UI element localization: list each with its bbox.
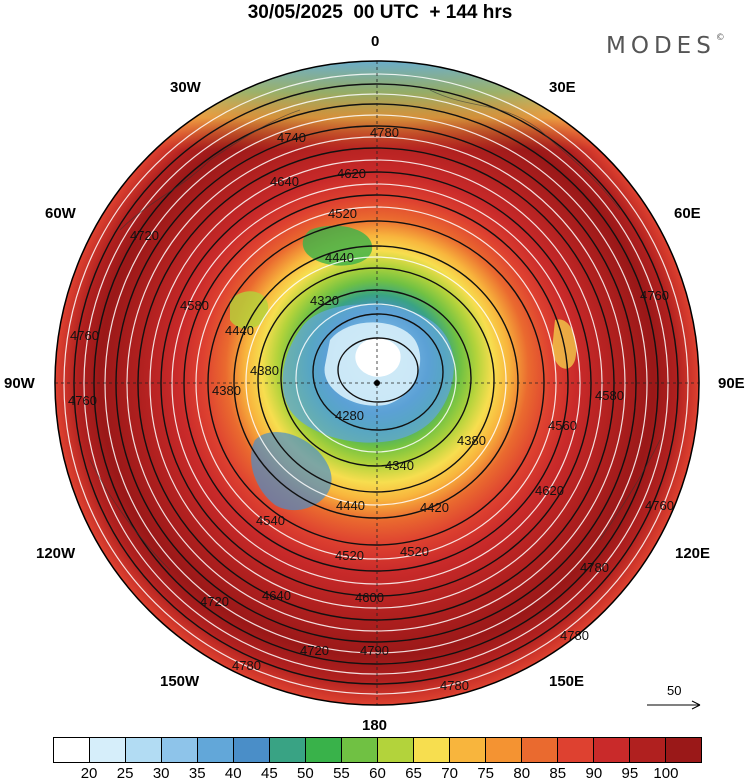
contour-label: 4720	[300, 643, 329, 658]
polar-map: 4780 4740 4620 4640 4520 4440 4320 4280 …	[54, 60, 701, 710]
contour-label: 4790	[360, 643, 389, 658]
colorbar-swatch	[450, 738, 486, 762]
colorbar-tick-label: 30	[152, 765, 170, 782]
lon-label-150w: 150W	[160, 673, 200, 690]
contour-label: 4540	[256, 513, 285, 528]
lon-label-150e: 150E	[549, 673, 585, 690]
colorbar-swatch	[558, 738, 594, 762]
contour-label: 4600	[355, 590, 384, 605]
lon-label-30w: 30W	[170, 79, 201, 96]
colorbar-tick-label: 70	[441, 765, 458, 782]
contour-label: 4720	[200, 594, 229, 609]
colorbar-tick-label: 100	[653, 765, 679, 782]
contour-label: 4760	[68, 393, 97, 408]
contour-label: 4340	[385, 458, 414, 473]
contour-label: 4620	[535, 483, 564, 498]
colorbar-swatch	[162, 738, 198, 762]
brand-text: MODES	[606, 33, 716, 59]
coastlines	[89, 89, 661, 571]
chart-title: 30/05/2025 00 UTC + 144 hrs	[247, 2, 513, 23]
colorbar-swatch	[594, 738, 630, 762]
contour-label: 4420	[420, 500, 449, 515]
contour-label: 4780	[560, 628, 589, 643]
colorbar-tick-label: 65	[405, 765, 422, 782]
colorbar-swatch	[378, 738, 414, 762]
contour-label: 4760	[70, 328, 99, 343]
lon-label-120e: 120E	[675, 545, 711, 562]
contour-label: 4560	[548, 418, 577, 433]
reference-vector-arrow	[647, 700, 701, 710]
colorbar-tick-label: 40	[224, 765, 242, 782]
colorbar-tick-label: 45	[260, 765, 278, 782]
contour-label: 4580	[180, 298, 209, 313]
colorbar-tick-label: 35	[188, 765, 206, 782]
contour-label: 4520	[335, 548, 364, 563]
colorbar-swatch	[486, 738, 522, 762]
contour-label: 4580	[595, 388, 624, 403]
contour-label: 4780	[370, 125, 399, 140]
contour-label: 4620	[337, 166, 366, 181]
contour-value-labels: 4780 4740 4620 4640 4520 4440 4320 4280 …	[68, 125, 674, 693]
contour-label: 4440	[336, 498, 365, 513]
contour-label: 4640	[262, 588, 291, 603]
colorbar-tick-label: 95	[621, 765, 639, 782]
pole-marker	[374, 380, 380, 386]
contour-label: 4780	[580, 560, 609, 575]
colorbar-tick-label: 50	[297, 765, 314, 782]
lon-label-0: 0	[371, 33, 380, 50]
contour-label: 4760	[640, 288, 669, 303]
colorbar	[53, 737, 702, 763]
colorbar-swatch	[342, 738, 378, 762]
contour-label: 4640	[270, 174, 299, 189]
lon-label-180: 180	[362, 717, 388, 734]
graticule	[55, 61, 699, 705]
reference-vector-label: 50	[667, 683, 682, 698]
contour-label: 4520	[328, 206, 357, 221]
map-border	[54, 60, 700, 706]
colorbar-tick-label: 25	[116, 765, 134, 782]
copyright-mark: ©	[715, 33, 725, 43]
lon-label-60e: 60E	[674, 205, 701, 222]
colorbar-swatch	[54, 738, 90, 762]
colorbar-tick-label: 85	[549, 765, 567, 782]
contour-label: 4780	[440, 678, 469, 693]
colorbar-swatch	[666, 738, 701, 762]
contour-label: 4320	[310, 293, 339, 308]
contour-label: 4440	[225, 323, 254, 338]
contour-label: 4720	[130, 228, 159, 243]
contour-label: 4280	[335, 408, 364, 423]
contour-label: 4520	[400, 544, 429, 559]
colorbar-swatch	[198, 738, 234, 762]
contour-label: 4380	[457, 433, 486, 448]
colorbar-swatch	[522, 738, 558, 762]
colorbar-swatch	[126, 738, 162, 762]
colorbar-tick-label: 75	[477, 765, 494, 782]
colorbar-swatch	[90, 738, 126, 762]
colorbar-swatch	[630, 738, 666, 762]
contour-label: 4780	[232, 658, 261, 673]
colorbar-tick-label: 55	[333, 765, 350, 782]
contour-label: 4440	[325, 250, 354, 265]
contour-label: 4740	[277, 130, 306, 145]
colorbar-tick-label: 90	[585, 765, 603, 782]
lon-label-60w: 60W	[45, 205, 76, 222]
lon-label-120w: 120W	[36, 545, 76, 562]
contour-label: 4380	[250, 363, 279, 378]
colorbar-swatch	[306, 738, 342, 762]
colorbar-tick-label: 60	[369, 765, 386, 782]
colorbar-tick-label: 80	[513, 765, 531, 782]
contour-label: 4380	[212, 383, 241, 398]
lon-label-30e: 30E	[549, 79, 576, 96]
lon-label-90e: 90E	[718, 375, 745, 392]
lon-label-90w: 90W	[4, 375, 35, 392]
wind-streamlines	[63, 73, 689, 695]
colorbar-swatch	[414, 738, 450, 762]
brand-logo: MODES©	[606, 33, 725, 59]
contour-label: 4760	[645, 498, 674, 513]
colorbar-tick-label: 20	[80, 765, 98, 782]
colorbar-swatch	[234, 738, 270, 762]
colorbar-swatch	[270, 738, 306, 762]
